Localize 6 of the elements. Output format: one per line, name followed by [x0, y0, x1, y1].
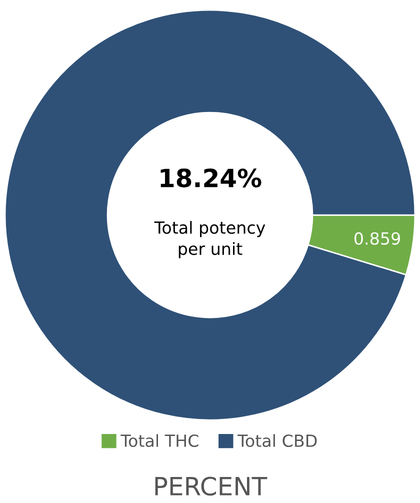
legend-label: Total CBD: [238, 434, 317, 448]
legend-label: Total THC: [120, 434, 198, 448]
text: Total potency per unit: [154, 220, 266, 258]
data-label: 0.859: [354, 232, 400, 245]
text: PERCENT: [155, 476, 268, 496]
text: 18.24%: [160, 168, 262, 188]
